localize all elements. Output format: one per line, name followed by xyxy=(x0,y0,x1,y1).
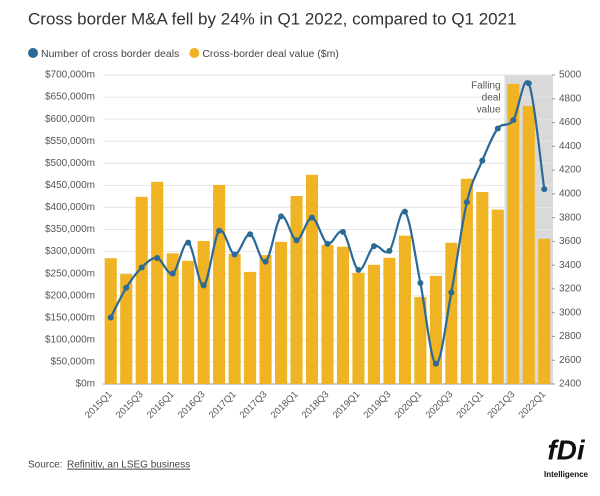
y2-tick-label: 3200 xyxy=(559,284,582,295)
y-tick-label: $300,000m xyxy=(45,246,95,257)
y-tick-label: $500,000m xyxy=(45,158,95,169)
line-marker xyxy=(432,360,439,367)
source-label: Source: xyxy=(28,460,62,471)
y-tick-label: $200,000m xyxy=(45,290,95,301)
y2-tick-label: 4200 xyxy=(559,165,582,176)
chart-title: Cross border M&A fell by 24% in Q1 2022,… xyxy=(28,9,517,28)
bar xyxy=(336,246,350,384)
line-marker xyxy=(525,80,532,87)
y-tick-label: $50,000m xyxy=(51,357,95,368)
line-marker xyxy=(355,266,362,273)
y-tick-label: $100,000m xyxy=(45,334,95,345)
bar xyxy=(507,83,520,384)
bar xyxy=(383,257,396,384)
y2-tick-label: 3600 xyxy=(559,236,582,247)
bar xyxy=(522,105,535,385)
bar xyxy=(414,297,427,384)
annotation: Falling xyxy=(471,81,500,92)
y-tick-label: $450,000m xyxy=(45,180,95,191)
annotation: deal xyxy=(482,93,501,104)
line-marker xyxy=(169,270,176,277)
y-tick-label: $550,000m xyxy=(45,136,95,147)
bar xyxy=(244,271,257,384)
bar xyxy=(429,275,442,384)
y-tick-label: $350,000m xyxy=(45,224,95,235)
line-marker xyxy=(386,247,393,254)
y2-tick-label: 2800 xyxy=(559,331,582,342)
y-tick-label: $250,000m xyxy=(45,268,95,279)
line-marker xyxy=(185,239,192,246)
bar xyxy=(151,181,164,384)
bar xyxy=(398,235,411,384)
bar xyxy=(182,260,195,384)
source: Refinitiv, an LSEG business xyxy=(67,460,190,471)
bar xyxy=(104,258,117,384)
line-marker xyxy=(541,186,548,193)
legend-marker xyxy=(189,48,200,58)
y2-tick-label: 4600 xyxy=(559,117,582,128)
line-marker xyxy=(293,237,300,244)
y-tick-label: $650,000m xyxy=(45,92,95,103)
bar xyxy=(197,240,210,384)
y-tick-label: $600,000m xyxy=(45,114,95,125)
bar xyxy=(259,255,272,384)
line-marker xyxy=(154,255,161,262)
bar xyxy=(213,184,226,384)
line-marker xyxy=(309,214,316,221)
line-marker xyxy=(138,264,145,271)
y-tick-label: $150,000m xyxy=(45,312,95,323)
line-marker xyxy=(247,231,254,238)
bar xyxy=(491,209,504,384)
line-marker xyxy=(231,251,238,258)
y-tick-label: $700,000m xyxy=(45,70,95,81)
line-marker xyxy=(339,228,346,235)
line-marker xyxy=(494,125,501,132)
legend-label: Cross-border deal value ($m) xyxy=(202,48,339,60)
bar xyxy=(367,264,380,384)
annotation: value xyxy=(477,105,501,116)
line-marker xyxy=(463,199,470,206)
y-tick-label: $400,000m xyxy=(45,202,95,213)
logo: fDi xyxy=(547,434,586,465)
line-marker xyxy=(123,284,130,291)
line-marker xyxy=(216,227,223,234)
bar xyxy=(538,238,551,384)
bar xyxy=(460,178,473,384)
y2-tick-label: 3400 xyxy=(559,260,582,271)
y2-tick-label: 4800 xyxy=(559,93,582,104)
line-marker xyxy=(278,213,285,220)
y-tick-label: $0m xyxy=(76,379,95,390)
line-marker xyxy=(200,282,207,289)
bar xyxy=(166,253,179,384)
line-marker xyxy=(107,314,114,321)
y2-tick-label: 4400 xyxy=(559,141,582,152)
bar xyxy=(228,253,241,384)
y2-tick-label: 2400 xyxy=(559,379,582,390)
bar xyxy=(476,191,489,384)
legend-label: Number of cross border deals xyxy=(41,48,179,60)
line-marker xyxy=(448,289,455,296)
line-marker xyxy=(510,117,517,124)
bar xyxy=(305,174,319,384)
bar xyxy=(321,244,334,384)
bar xyxy=(352,272,365,384)
logo-sub: Intelligence xyxy=(544,470,589,479)
y2-tick-label: 3800 xyxy=(559,212,582,223)
line-marker xyxy=(324,240,331,247)
legend-marker xyxy=(28,48,38,58)
line-marker xyxy=(262,258,269,265)
bar xyxy=(120,274,133,384)
bar xyxy=(135,196,148,384)
y2-tick-label: 3000 xyxy=(559,307,582,318)
line-marker xyxy=(401,208,408,215)
line-marker xyxy=(479,157,486,164)
y2-tick-label: 5000 xyxy=(559,70,582,81)
line-marker xyxy=(370,243,377,250)
bar xyxy=(290,195,303,384)
y2-tick-label: 2600 xyxy=(559,355,582,366)
y2-tick-label: 4000 xyxy=(559,188,582,199)
line-marker xyxy=(417,279,424,286)
bar xyxy=(275,241,288,384)
